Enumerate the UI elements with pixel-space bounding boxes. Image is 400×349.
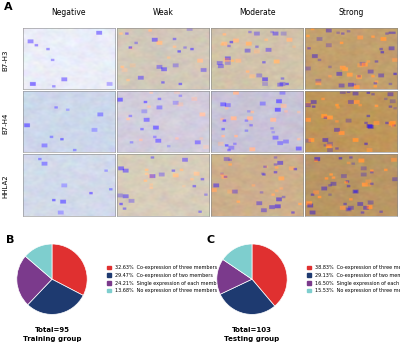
Legend: 38.83%  Co-expression of three members, 29.13%  Co-expression of two members, 16: 38.83% Co-expression of three members, 2… (307, 265, 400, 293)
Text: Strong: Strong (338, 8, 364, 17)
Wedge shape (220, 279, 275, 314)
Text: Weak: Weak (152, 8, 174, 17)
Text: A: A (4, 2, 13, 12)
Wedge shape (52, 244, 87, 296)
Text: Total=103: Total=103 (232, 327, 272, 333)
Text: 400X: 400X (380, 210, 398, 217)
Text: B7-H4: B7-H4 (2, 112, 8, 134)
Text: B7-H3: B7-H3 (2, 49, 8, 71)
Text: Total=95: Total=95 (34, 327, 70, 333)
Legend: 32.63%  Co-expression of three members, 29.47%  Co-expression of two members, 24: 32.63% Co-expression of three members, 2… (107, 265, 221, 293)
Text: Moderate: Moderate (239, 8, 275, 17)
Text: Negative: Negative (52, 8, 86, 17)
Wedge shape (252, 244, 287, 306)
Wedge shape (28, 279, 83, 314)
Wedge shape (25, 244, 52, 279)
Text: HHLA2: HHLA2 (2, 174, 8, 198)
Text: Testing group: Testing group (224, 336, 280, 342)
Text: C: C (206, 235, 214, 245)
Text: Training group: Training group (23, 336, 81, 342)
Text: B: B (6, 235, 15, 245)
Wedge shape (17, 256, 52, 305)
Wedge shape (223, 244, 252, 279)
Wedge shape (217, 259, 252, 294)
